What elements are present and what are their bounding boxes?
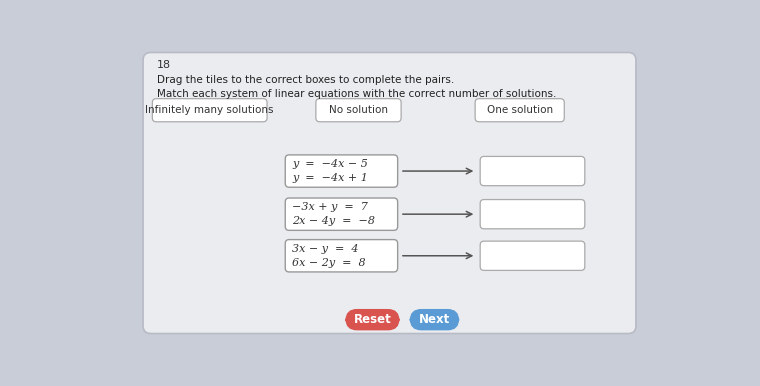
Text: y  =  −4x − 5: y = −4x − 5 — [293, 159, 368, 169]
FancyBboxPatch shape — [346, 310, 399, 330]
FancyBboxPatch shape — [410, 310, 458, 330]
FancyBboxPatch shape — [480, 200, 584, 229]
FancyBboxPatch shape — [316, 99, 401, 122]
Text: Match each system of linear equations with the correct number of solutions.: Match each system of linear equations wi… — [157, 89, 556, 99]
Text: No solution: No solution — [329, 105, 388, 115]
Text: Reset: Reset — [353, 313, 391, 326]
Text: One solution: One solution — [486, 105, 553, 115]
Text: 18: 18 — [157, 60, 171, 70]
FancyBboxPatch shape — [285, 240, 397, 272]
FancyBboxPatch shape — [152, 99, 267, 122]
Text: 3x − y  =  4: 3x − y = 4 — [293, 244, 359, 254]
FancyBboxPatch shape — [475, 99, 564, 122]
FancyBboxPatch shape — [480, 241, 584, 270]
Text: 2x − 4y  =  −8: 2x − 4y = −8 — [293, 216, 375, 226]
Text: Drag the tiles to the correct boxes to complete the pairs.: Drag the tiles to the correct boxes to c… — [157, 75, 454, 85]
Text: Infinitely many solutions: Infinitely many solutions — [145, 105, 274, 115]
Text: y  =  −4x + 1: y = −4x + 1 — [293, 173, 368, 183]
FancyBboxPatch shape — [143, 52, 636, 334]
Text: Next: Next — [419, 313, 450, 326]
FancyBboxPatch shape — [285, 155, 397, 187]
Text: 6x − 2y  =  8: 6x − 2y = 8 — [293, 258, 366, 267]
FancyBboxPatch shape — [285, 198, 397, 230]
FancyBboxPatch shape — [480, 156, 584, 186]
Text: −3x + y  =  7: −3x + y = 7 — [293, 202, 368, 212]
